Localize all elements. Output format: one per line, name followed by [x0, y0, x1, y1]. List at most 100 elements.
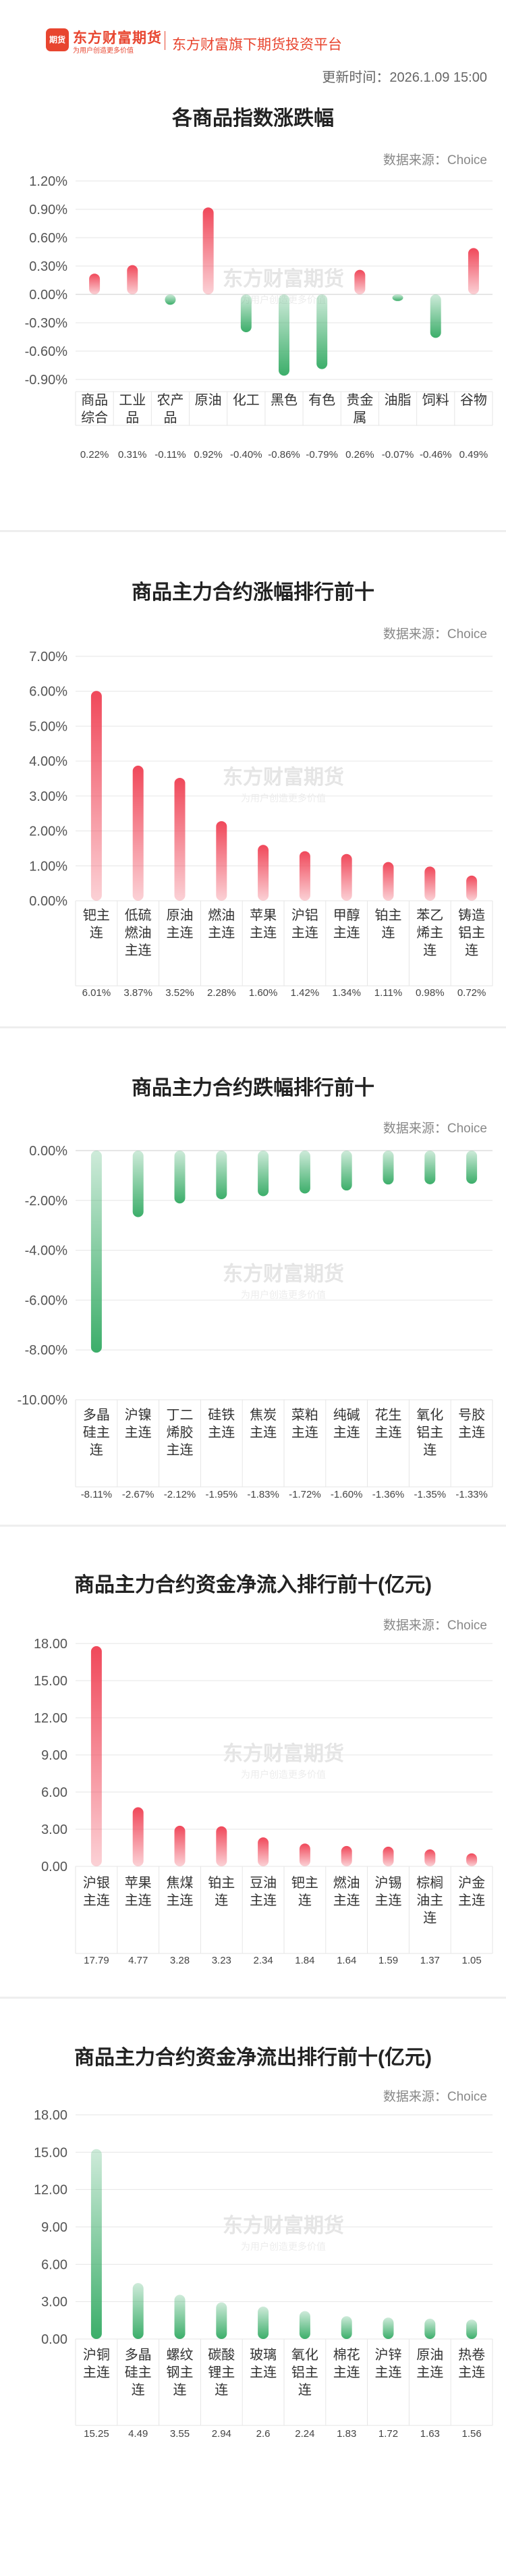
category-label: 原油主连 [167, 908, 194, 941]
category-label: 沪镍主连 [125, 1407, 152, 1440]
bar[interactable] [466, 2319, 478, 2339]
y-tick-label: -0.60% [25, 344, 68, 359]
bar[interactable] [354, 269, 366, 294]
y-tick-label: 3.00 [41, 1822, 67, 1837]
category-label: 棕榈油主连 [416, 1875, 443, 1926]
section-divider [0, 530, 506, 532]
bar[interactable] [424, 1849, 436, 1866]
bar[interactable] [383, 862, 394, 901]
bar[interactable] [258, 2307, 269, 2339]
value-label: 0.49% [459, 449, 488, 461]
bar[interactable] [341, 1151, 352, 1191]
value-label: 1.64 [337, 1955, 356, 1966]
logo-icon: 期货 [46, 28, 69, 51]
y-tick-label: 9.00 [41, 2220, 67, 2235]
bar[interactable] [424, 2318, 436, 2339]
value-label: 1.60% [249, 987, 278, 999]
bar[interactable] [174, 2294, 186, 2339]
y-tick-label: -0.90% [25, 373, 68, 388]
bar[interactable] [383, 2317, 394, 2339]
bar[interactable] [299, 851, 310, 901]
bar[interactable] [316, 294, 328, 369]
category-label: 苹果主连 [250, 908, 277, 941]
category-label: 焦煤主连 [167, 1875, 194, 1908]
bar[interactable] [430, 294, 441, 338]
category-label: 氧化铝主连 [416, 1407, 443, 1458]
bar[interactable] [299, 2311, 310, 2339]
bar[interactable] [89, 273, 101, 294]
value-label: 3.55 [170, 2428, 190, 2440]
bar[interactable] [341, 2316, 352, 2339]
y-tick-label: 12.00 [34, 2183, 67, 2198]
bar[interactable] [424, 866, 436, 901]
bar[interactable] [258, 845, 269, 901]
data-source-label: 数据来源：Choice [383, 1122, 487, 1136]
bar[interactable] [258, 1837, 269, 1866]
category-label: 燃油主连 [333, 1875, 360, 1908]
category-label: 碳酸锂主连 [208, 2347, 235, 2398]
bar[interactable] [90, 691, 102, 901]
value-label: 1.56 [461, 2428, 481, 2440]
y-tick-label: 0.30% [29, 259, 67, 274]
bar[interactable] [216, 1826, 227, 1866]
bar[interactable] [127, 265, 138, 294]
bar[interactable] [466, 1151, 478, 1184]
bar[interactable] [468, 248, 479, 294]
y-tick-label: -8.00% [25, 1343, 68, 1358]
bar[interactable] [424, 1151, 436, 1184]
bar[interactable] [202, 207, 214, 294]
bar[interactable] [341, 1845, 352, 1866]
category-label: 黑色 [271, 392, 298, 408]
bar[interactable] [216, 1151, 227, 1199]
category-label: 沪金主连 [458, 1875, 485, 1908]
y-tick-label: 0.00% [29, 1144, 67, 1159]
bar[interactable] [341, 853, 352, 901]
bar[interactable] [132, 1807, 144, 1866]
bar[interactable] [90, 1646, 102, 1866]
category-label: 沪铝主连 [291, 908, 318, 941]
bar[interactable] [383, 1151, 394, 1185]
bar[interactable] [466, 1853, 478, 1866]
value-label: -1.83% [247, 1489, 279, 1500]
bar[interactable] [174, 777, 186, 901]
watermark-subtext: 为用户创造更多价值 [241, 793, 326, 804]
value-label: 3.87% [123, 987, 152, 999]
value-label: -1.36% [372, 1489, 405, 1500]
bar[interactable] [216, 2302, 227, 2339]
bar[interactable] [216, 821, 227, 901]
bar[interactable] [279, 294, 289, 376]
bar[interactable] [165, 294, 176, 305]
bar[interactable] [174, 1825, 186, 1866]
bar[interactable] [466, 875, 478, 901]
bar[interactable] [299, 1843, 310, 1866]
category-label: 号胶主连 [458, 1407, 485, 1440]
y-tick-label: 15.00 [34, 1674, 67, 1689]
bar[interactable] [299, 1151, 310, 1194]
bar[interactable] [132, 2283, 144, 2339]
value-label: -8.11% [81, 1489, 112, 1500]
bar[interactable] [392, 294, 403, 301]
value-label: 1.83 [337, 2428, 356, 2440]
bar[interactable] [174, 1151, 186, 1204]
value-label: -0.46% [420, 449, 452, 461]
bar[interactable] [90, 1151, 102, 1353]
y-tick-label: 1.20% [29, 174, 67, 189]
y-tick-label: 5.00% [29, 719, 67, 734]
category-label: 纯碱主连 [333, 1407, 360, 1440]
watermark-text: 东方财富期货 [223, 766, 344, 789]
bar[interactable] [132, 1151, 144, 1217]
category-label: 硅铁主连 [208, 1407, 235, 1440]
section-divider [0, 1525, 506, 1527]
bar[interactable] [132, 765, 144, 901]
bar[interactable] [258, 1151, 269, 1197]
value-label: -0.86% [268, 449, 300, 461]
value-label: -0.40% [230, 449, 262, 461]
category-label: 农产品 [157, 392, 184, 425]
category-label: 谷物 [460, 392, 487, 408]
category-label: 低硫燃油主连 [125, 908, 152, 958]
bar[interactable] [383, 1846, 394, 1866]
bar[interactable] [240, 294, 252, 332]
bar[interactable] [90, 2149, 102, 2339]
y-tick-label: 0.00 [41, 2332, 67, 2347]
value-label: 1.37 [420, 1955, 440, 1966]
